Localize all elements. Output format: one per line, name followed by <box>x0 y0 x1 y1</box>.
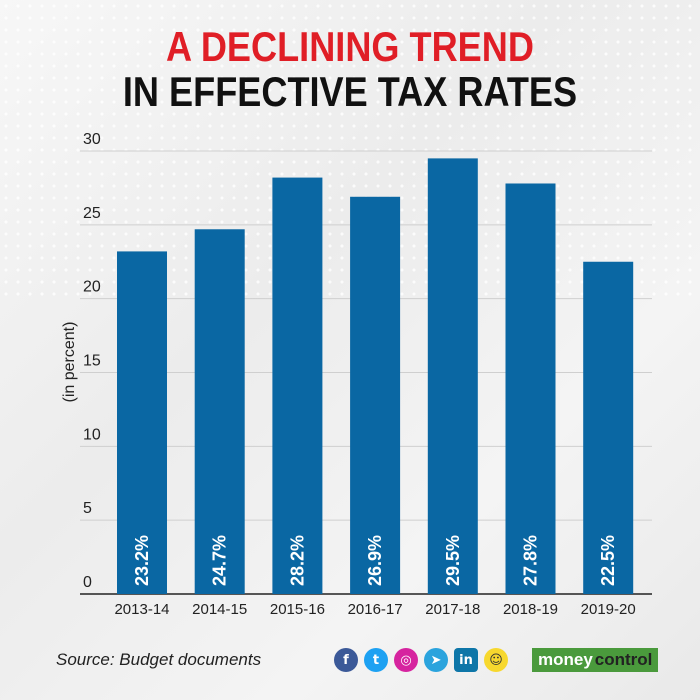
x-tick-label: 2014-15 <box>192 601 247 618</box>
social-links: f t ◎ ➤ in ☺ <box>334 648 508 672</box>
x-tick-label: 2017-18 <box>425 601 480 618</box>
y-tick-label: 5 <box>83 500 92 517</box>
x-tick-label: 2013-14 <box>114 601 169 618</box>
x-tick-label: 2015-16 <box>270 601 325 618</box>
y-tick-label: 25 <box>83 205 101 222</box>
x-tick-label: 2016-17 <box>348 601 403 618</box>
data-label: 28.2% <box>287 535 307 586</box>
y-tick-label: 15 <box>83 353 101 370</box>
bar-2015-16 <box>272 177 323 594</box>
x-tick-label: 2019-20 <box>581 601 636 618</box>
facebook-icon[interactable]: f <box>334 648 358 672</box>
instagram-icon[interactable]: ◎ <box>394 648 418 672</box>
bar-2018-19 <box>505 183 556 594</box>
brand-logo-part2: control <box>594 648 659 672</box>
y-tick-label: 10 <box>83 426 101 443</box>
data-label: 23.2% <box>132 535 152 586</box>
data-label: 26.9% <box>365 535 385 586</box>
bar-2019-20 <box>583 261 634 594</box>
linkedin-icon[interactable]: in <box>454 648 478 672</box>
chart-title-line2: IN EFFECTIVE TAX RATES <box>122 68 578 115</box>
snapchat-icon[interactable]: ☺ <box>484 648 508 672</box>
x-tick-label: 2018-19 <box>503 601 558 618</box>
y-tick-label: 20 <box>83 279 101 296</box>
data-label: 29.5% <box>443 535 463 586</box>
bar-chart: 0 5 10 15 20 25 30 23.2% 2013-14 24.7% 2014-15 28.2… <box>61 131 652 618</box>
twitter-icon[interactable]: t <box>364 648 388 672</box>
brand-logo: money control <box>532 648 659 672</box>
chart-title-line1: A DECLINING TREND <box>166 23 534 70</box>
bar-2014-15 <box>194 229 245 594</box>
data-label: 27.8% <box>521 535 541 586</box>
bar-2016-17 <box>350 196 401 594</box>
source-note: Source: Budget documents <box>56 650 262 669</box>
data-label: 24.7% <box>210 535 230 586</box>
background-pattern <box>0 0 700 300</box>
y-tick-label: 30 <box>83 131 101 148</box>
data-label: 22.5% <box>598 535 618 586</box>
brand-logo-part1: money <box>532 648 595 672</box>
telegram-icon[interactable]: ➤ <box>424 648 448 672</box>
bar-2013-14 <box>117 251 167 594</box>
y-tick-label: 0 <box>83 574 92 591</box>
bar-2017-18 <box>427 158 478 594</box>
y-axis-label: (in percent) <box>61 322 78 403</box>
